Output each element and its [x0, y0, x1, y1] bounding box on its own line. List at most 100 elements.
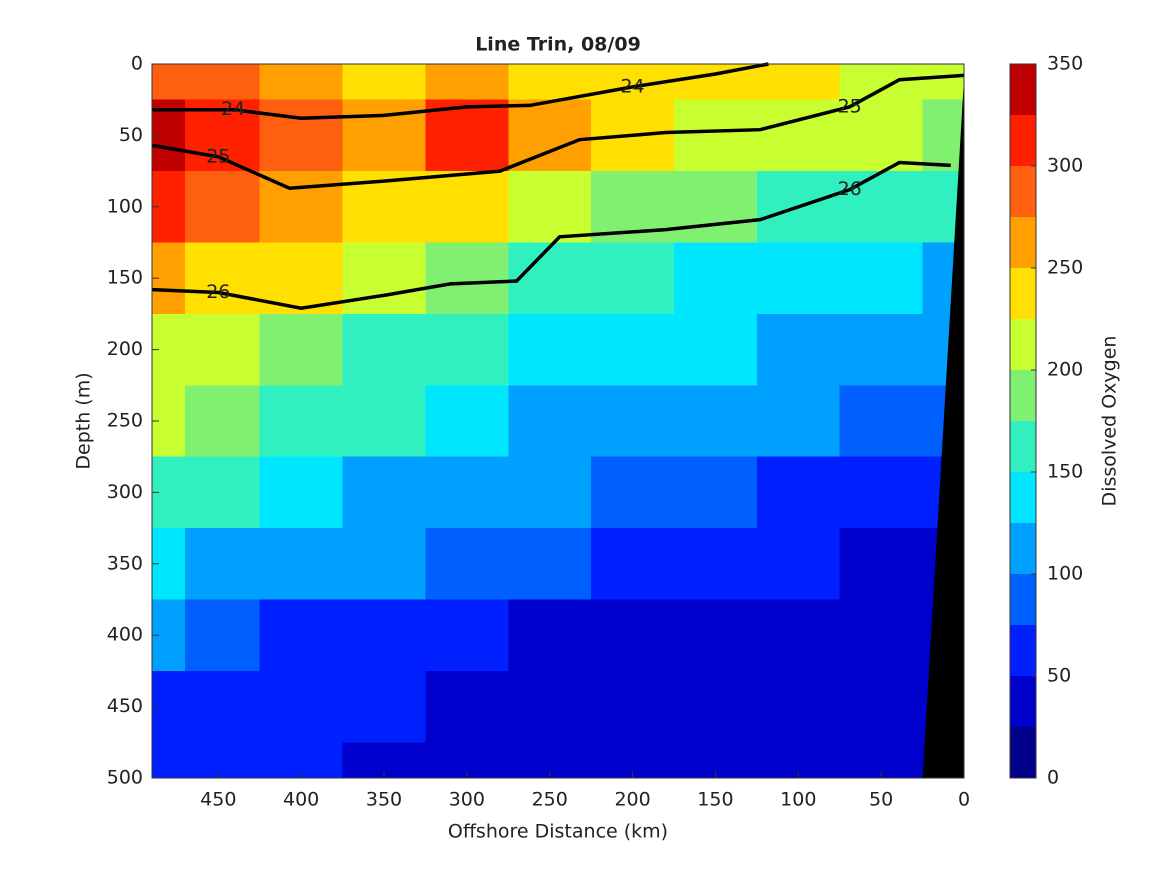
colorbar-band [1010, 472, 1036, 523]
oxygen-cell [508, 528, 592, 600]
contour-label: 25 [838, 95, 862, 117]
oxygen-cell [152, 742, 186, 779]
oxygen-cell [259, 599, 344, 672]
x-tick-label: 200 [614, 789, 650, 811]
oxygen-cell [425, 385, 509, 458]
oxygen-cell [342, 528, 426, 600]
oxygen-cell [839, 64, 924, 101]
oxygen-cell [342, 670, 426, 743]
oxygen-cell [591, 456, 675, 529]
y-axis-label: Depth (m) [73, 372, 95, 469]
x-tick-label: 450 [200, 789, 236, 811]
oxygen-cell [591, 242, 675, 315]
oxygen-cell [152, 64, 186, 101]
oxygen-cell [185, 742, 261, 779]
colorbar-band [1010, 319, 1036, 370]
oxygen-cell [185, 385, 261, 458]
oxygen-cell [425, 313, 509, 386]
colorbar-band [1010, 217, 1036, 268]
oxygen-cell [425, 64, 509, 101]
oxygen-cell [259, 99, 344, 172]
contour-label: 26 [838, 178, 862, 200]
x-tick-label: 100 [780, 789, 816, 811]
y-tick-label: 200 [107, 338, 143, 360]
y-tick-label: 100 [107, 195, 143, 217]
colorbar-band [1010, 64, 1036, 115]
colorbar-band [1010, 370, 1036, 421]
oxygen-cell [508, 242, 592, 315]
oxygen-cell [508, 385, 592, 458]
y-tick-label: 350 [107, 552, 143, 574]
colorbar-band [1010, 268, 1036, 319]
oxygen-cell [839, 242, 924, 315]
colorbar-tick-label: 150 [1047, 461, 1083, 483]
contour-label: 24 [620, 75, 644, 97]
y-tick-label: 450 [107, 695, 143, 717]
colorbar-band [1010, 523, 1036, 574]
oxygen-cell [425, 456, 509, 529]
oxygen-cell [674, 385, 758, 458]
colorbar-band [1010, 166, 1036, 217]
oxygen-cell [839, 456, 924, 529]
oxygen-cell [185, 456, 261, 529]
colorbar-band [1010, 727, 1036, 778]
oxygen-cell [342, 599, 426, 672]
x-tick-label: 0 [958, 789, 970, 811]
x-tick-label: 50 [869, 789, 893, 811]
oxygen-cell [259, 670, 344, 743]
colorbar-band [1010, 676, 1036, 727]
oxygen-cell [674, 171, 758, 243]
oxygen-cell [342, 456, 426, 529]
oxygen-cell [839, 528, 924, 600]
oxygen-cell [185, 313, 261, 386]
oxygen-cell [508, 670, 592, 743]
oxygen-cell [185, 242, 261, 315]
oxygen-cell [591, 599, 675, 672]
oxygen-cell [839, 313, 924, 386]
y-tick-label: 250 [107, 410, 143, 432]
y-tick-label: 50 [119, 124, 143, 146]
colorbar-tick-label: 100 [1047, 563, 1083, 585]
oxygen-cell [342, 99, 426, 172]
oxygen-cell [425, 171, 509, 243]
oxygen-cell [508, 599, 592, 672]
oxygen-cell [425, 599, 509, 672]
oxygen-cell [185, 599, 261, 672]
oxygen-cell [756, 670, 841, 743]
oxygen-cell [839, 385, 924, 458]
colorbar-label: Dissolved Oxygen [1099, 336, 1121, 507]
x-tick-label: 250 [532, 789, 568, 811]
oxygen-cell [674, 313, 758, 386]
colorbar-band [1010, 421, 1036, 472]
oxygen-cell [922, 99, 965, 172]
y-tick-label: 150 [107, 267, 143, 289]
oxygen-cell [591, 670, 675, 743]
oxygen-cell [922, 64, 965, 101]
oxygen-cell [342, 385, 426, 458]
oxygen-cell [259, 313, 344, 386]
isopycnal [152, 62, 769, 121]
oxygen-cell [508, 456, 592, 529]
oxygen-cell [756, 456, 841, 529]
x-tick-label: 400 [283, 789, 319, 811]
oxygen-cell [508, 313, 592, 386]
oxygen-cell [508, 171, 592, 243]
oxygen-cell [425, 528, 509, 600]
oxygen-cell [185, 64, 261, 101]
oxygen-cell [756, 528, 841, 600]
oxygen-cell [674, 99, 758, 172]
colorbar-frame [1009, 63, 1037, 779]
oxygen-cell [674, 456, 758, 529]
oxygen-cell [591, 313, 675, 386]
colorbar-tick-label: 0 [1047, 767, 1059, 789]
oxygen-cell [508, 64, 592, 101]
oxygen-cell [259, 64, 344, 101]
oxygen-cell [425, 242, 509, 315]
y-tick-label: 500 [107, 767, 143, 789]
colorbar-tick-label: 250 [1047, 257, 1083, 279]
chart-title: Line Trin, 08/09 [475, 34, 641, 56]
oxygen-cell [591, 385, 675, 458]
oxygen-cell [756, 385, 841, 458]
colorbar-band [1010, 115, 1036, 166]
oxygen-cell [591, 528, 675, 600]
